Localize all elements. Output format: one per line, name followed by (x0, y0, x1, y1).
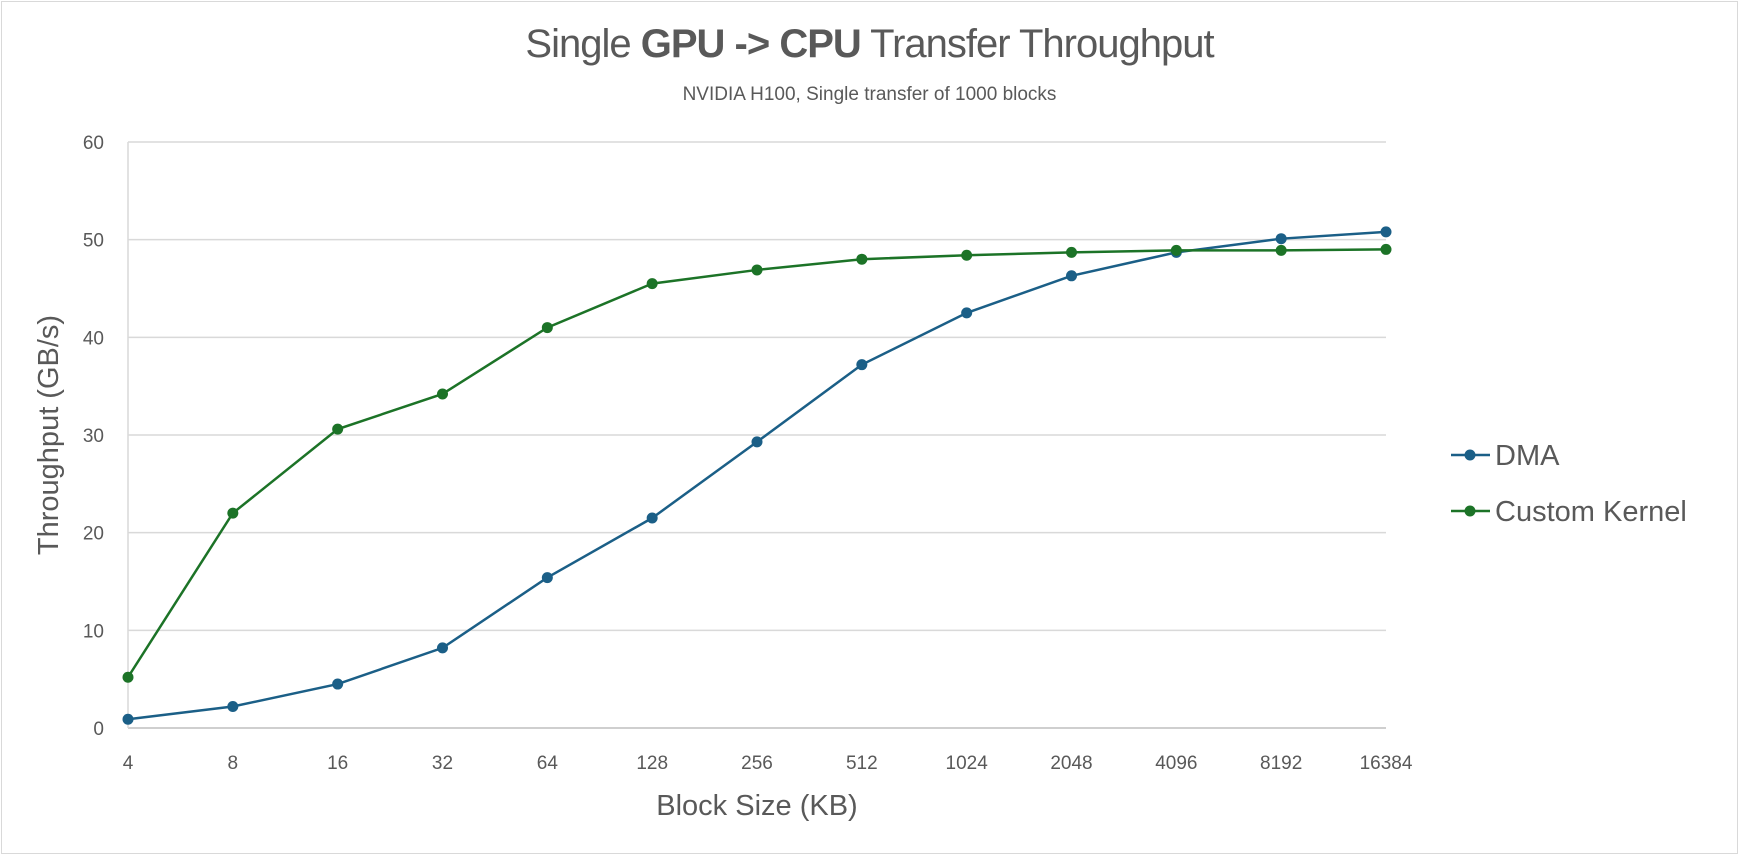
x-tick-label: 2048 (1050, 753, 1092, 774)
x-tick-label: 16384 (1360, 753, 1413, 774)
x-tick-label: 4096 (1155, 753, 1197, 774)
data-point (332, 678, 344, 690)
title-bold-cpu: CPU (779, 22, 861, 66)
x-tick-label: 16 (327, 753, 348, 774)
x-tick-label: 128 (636, 753, 668, 774)
data-point (1275, 244, 1287, 256)
data-point (646, 512, 658, 524)
series-dma (122, 226, 1392, 725)
title-prefix: Single (525, 22, 641, 66)
legend-marker (1464, 449, 1476, 461)
y-tick-label: 40 (83, 328, 104, 349)
data-point (1066, 270, 1077, 282)
data-point (961, 249, 973, 261)
x-tick-label: 8 (228, 753, 239, 774)
chart-subtitle: NVIDIA H100, Single transfer of 1000 blo… (682, 84, 1057, 105)
y-axis-label: Throughput (GB/s) (33, 315, 65, 555)
data-point (961, 307, 973, 319)
data-point (437, 388, 448, 400)
legend-label: DMA (1495, 440, 1560, 472)
title-suffix: Transfer Throughput (860, 22, 1214, 66)
data-point (1170, 244, 1182, 256)
data-point (1275, 233, 1287, 245)
data-point (227, 701, 239, 713)
chart-title: Single GPU -> CPU Transfer Throughput (0, 22, 1739, 67)
data-point (227, 507, 239, 519)
y-tick-label: 50 (83, 231, 104, 252)
y-tick-label: 30 (83, 426, 104, 447)
data-point (751, 264, 763, 276)
x-tick-label: 4 (123, 753, 134, 774)
data-point (856, 253, 868, 265)
x-tick-label: 8192 (1260, 753, 1302, 774)
x-tick-label: 32 (432, 753, 453, 774)
data-point (646, 278, 658, 290)
y-tick-label: 20 (83, 524, 104, 545)
data-point (122, 713, 134, 725)
x-tick-label: 512 (846, 753, 878, 774)
series-custom-kernel (122, 243, 1392, 683)
title-bold-gpu: GPU (640, 22, 726, 66)
y-tick-label: 60 (83, 133, 104, 154)
x-tick-label: 1024 (946, 753, 989, 774)
data-point (751, 436, 763, 448)
legend-label: Custom Kernel (1495, 496, 1687, 528)
title-arrow: -> (724, 22, 780, 66)
data-point (332, 423, 344, 435)
data-point (541, 322, 553, 334)
series-line (126, 248, 1387, 678)
data-point (122, 671, 134, 683)
series-line (127, 230, 1387, 721)
x-tick-label: 64 (537, 753, 559, 774)
data-point (1380, 243, 1392, 255)
x-axis-label: Block Size (KB) (656, 790, 857, 822)
y-tick-label: 0 (93, 719, 104, 740)
legend-marker (1464, 505, 1476, 517)
data-point (541, 572, 553, 584)
data-point (1380, 226, 1392, 238)
x-tick-label: 256 (741, 753, 773, 774)
data-point (1066, 246, 1077, 258)
y-tick-label: 10 (83, 621, 104, 642)
data-point (437, 642, 448, 654)
data-point (856, 359, 868, 371)
